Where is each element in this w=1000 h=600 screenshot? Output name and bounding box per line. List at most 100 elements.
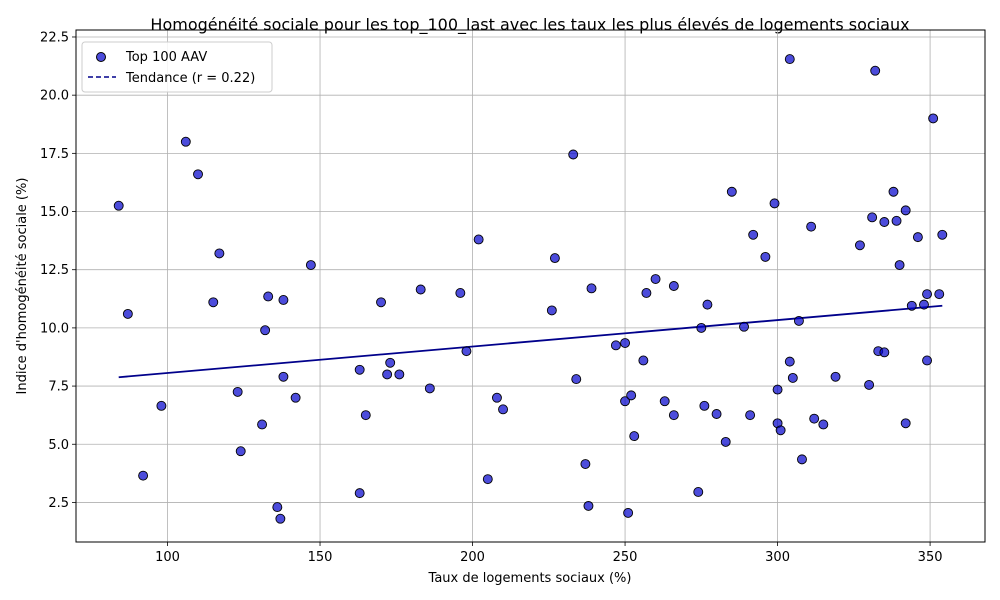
data-point	[928, 113, 939, 124]
legend: Top 100 AAV Tendance (r = 0.22)	[81, 41, 273, 93]
data-point	[696, 322, 707, 333]
data-point	[650, 274, 661, 284]
data-point	[748, 229, 759, 240]
plot-frame	[75, 29, 986, 543]
data-point	[235, 446, 246, 457]
data-point	[769, 198, 780, 209]
data-point	[919, 299, 929, 310]
y-tick-label: 17.5	[40, 147, 69, 162]
y-tick-label: 15.0	[40, 205, 69, 220]
data-point	[568, 149, 579, 160]
data-point	[275, 513, 286, 524]
data-point	[720, 436, 731, 447]
data-point	[775, 425, 786, 436]
data-point	[354, 488, 365, 499]
x-tick-label: 100	[155, 550, 180, 565]
data-point	[879, 217, 890, 227]
data-point	[787, 372, 798, 383]
data-point	[793, 315, 804, 326]
x-tick-label: 350	[918, 550, 943, 565]
data-point	[659, 396, 670, 407]
data-point	[806, 221, 817, 232]
data-point	[900, 418, 911, 429]
data-point	[305, 260, 316, 271]
data-point	[620, 396, 631, 407]
y-tick-label: 5.0	[48, 438, 69, 453]
x-tick-label: 300	[765, 550, 790, 565]
data-point	[232, 386, 243, 397]
data-point	[867, 212, 878, 223]
data-point	[922, 289, 932, 300]
data-point	[922, 355, 932, 366]
data-point	[745, 410, 756, 421]
data-point	[620, 338, 631, 348]
trend-line	[118, 304, 943, 379]
data-point	[498, 404, 508, 415]
data-point	[546, 305, 557, 316]
data-point	[894, 260, 905, 271]
data-point	[641, 288, 652, 298]
chart-title: Homogénéité sociale pour les top_100_las…	[150, 15, 909, 35]
data-point	[668, 281, 679, 291]
data-point	[912, 232, 923, 243]
data-point	[879, 347, 890, 358]
data-point	[809, 413, 820, 424]
data-point	[583, 500, 594, 511]
data-point	[586, 283, 597, 294]
data-point	[702, 299, 713, 310]
y-tick-label: 22.5	[40, 30, 69, 45]
data-point	[772, 384, 783, 395]
data-point	[354, 364, 365, 375]
legend-label-trend: Tendance (r = 0.22)	[125, 71, 255, 86]
legend-label-scatter: Top 100 AAV	[125, 50, 207, 65]
data-point	[360, 410, 371, 421]
data-point	[263, 291, 274, 302]
data-point	[937, 229, 948, 240]
data-point	[260, 325, 271, 336]
y-axis: 2.5 5.0 7.5 10.0 12.5 15.0 17.5 20.0 22.5	[40, 30, 76, 511]
data-point	[580, 459, 591, 469]
data-point	[818, 419, 829, 430]
data-point	[629, 431, 640, 442]
data-point	[571, 374, 582, 385]
data-point	[385, 357, 396, 368]
data-point	[854, 240, 865, 251]
data-point	[193, 169, 203, 180]
data-point	[638, 355, 649, 366]
data-point	[214, 248, 225, 259]
data-point	[257, 419, 268, 430]
data-point	[870, 65, 881, 76]
data-point	[455, 288, 466, 298]
data-point	[797, 454, 807, 465]
data-point	[491, 392, 502, 403]
y-tick-label: 10.0	[40, 321, 69, 336]
data-point	[760, 251, 771, 262]
data-point	[156, 400, 167, 411]
data-point	[864, 379, 875, 390]
data-point	[394, 369, 405, 380]
data-point	[272, 502, 283, 513]
data-point	[415, 284, 426, 295]
y-tick-label: 12.5	[40, 263, 69, 278]
data-point	[830, 371, 841, 382]
x-tick-label: 200	[460, 550, 485, 565]
data-point	[549, 253, 560, 264]
data-point	[891, 215, 902, 226]
x-axis-label: Taux de logements sociaux (%)	[428, 571, 632, 586]
data-point	[610, 340, 621, 351]
data-point	[382, 369, 393, 380]
y-tick-label: 7.5	[48, 380, 69, 395]
data-point	[626, 390, 637, 401]
y-tick-label: 2.5	[48, 496, 69, 511]
data-point	[122, 308, 133, 319]
data-point	[113, 200, 124, 211]
data-point	[900, 205, 911, 216]
data-point	[180, 136, 191, 147]
data-point	[461, 346, 472, 357]
data-point	[473, 234, 484, 245]
data-point	[376, 297, 386, 308]
data-point	[888, 186, 899, 197]
data-point	[784, 54, 795, 65]
data-point	[739, 321, 749, 332]
